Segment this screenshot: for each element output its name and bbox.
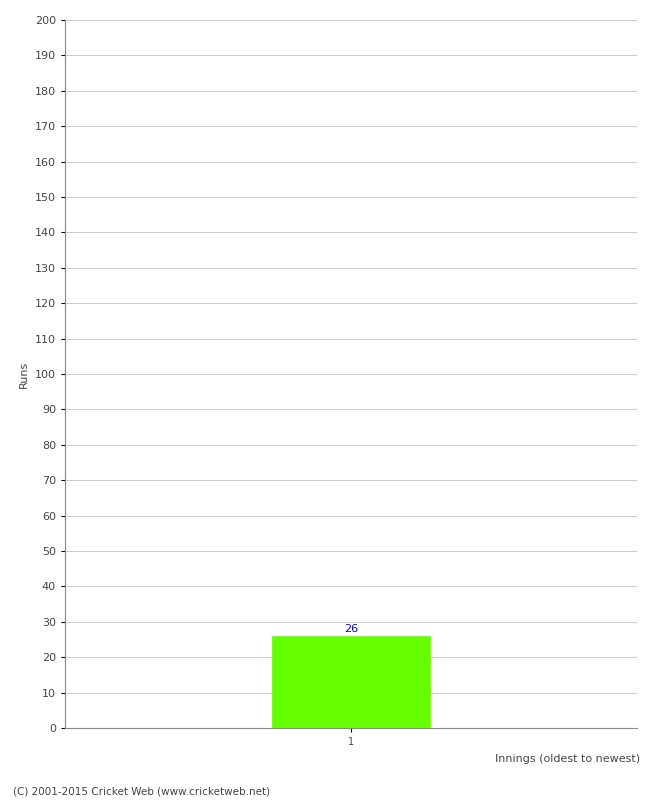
Text: Innings (oldest to newest): Innings (oldest to newest) (495, 754, 640, 765)
Text: (C) 2001-2015 Cricket Web (www.cricketweb.net): (C) 2001-2015 Cricket Web (www.cricketwe… (13, 786, 270, 796)
Y-axis label: Runs: Runs (20, 360, 29, 388)
Bar (272, 636, 430, 728)
Text: 26: 26 (344, 624, 358, 634)
